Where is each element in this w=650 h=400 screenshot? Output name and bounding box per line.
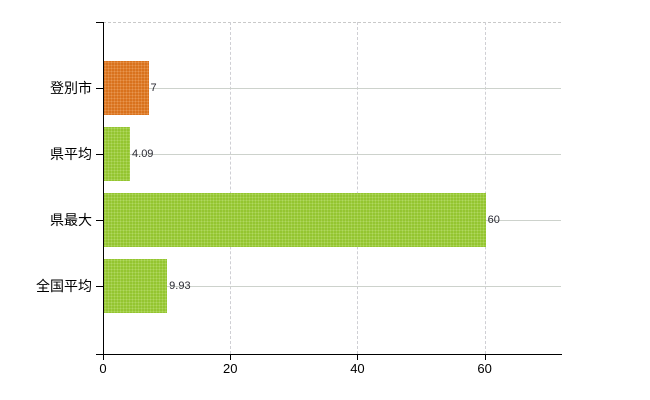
value-label: 60 [487,214,500,226]
bar [104,127,131,181]
vertical-gridline [357,22,359,354]
y-axis-line [103,22,104,354]
bar [104,193,486,247]
plot-area [103,22,561,355]
y-axis-tick [96,88,103,89]
category-label: 県最大 [50,212,92,228]
horizontal-gridline [103,286,561,287]
vertical-gridline [230,22,232,354]
y-axis-top-tick [96,22,103,23]
x-axis-tick [230,354,232,360]
category-label: 県平均 [50,146,92,162]
value-label: 7 [150,82,157,94]
category-label: 登別市 [50,80,92,96]
value-label: 9.93 [169,280,191,292]
vertical-gridline [484,22,486,354]
bar [104,61,149,115]
x-tick-label: 20 [222,361,238,376]
horizontal-gridline [103,88,561,89]
value-label: 4.09 [132,148,154,160]
x-tick-label: 60 [477,361,492,376]
y-axis-tick [96,220,103,221]
x-tick-label: 0 [99,361,107,376]
x-axis-tick [357,354,359,360]
y-axis-tick [96,286,103,287]
x-axis-tick [484,354,486,360]
category-label: 全国平均 [36,278,92,294]
x-axis-line [96,354,562,355]
y-axis-tick [96,154,103,155]
horizontal-gridline [103,154,561,155]
x-tick-label: 40 [350,361,365,376]
x-axis-tick [103,354,104,360]
bar [104,259,168,313]
